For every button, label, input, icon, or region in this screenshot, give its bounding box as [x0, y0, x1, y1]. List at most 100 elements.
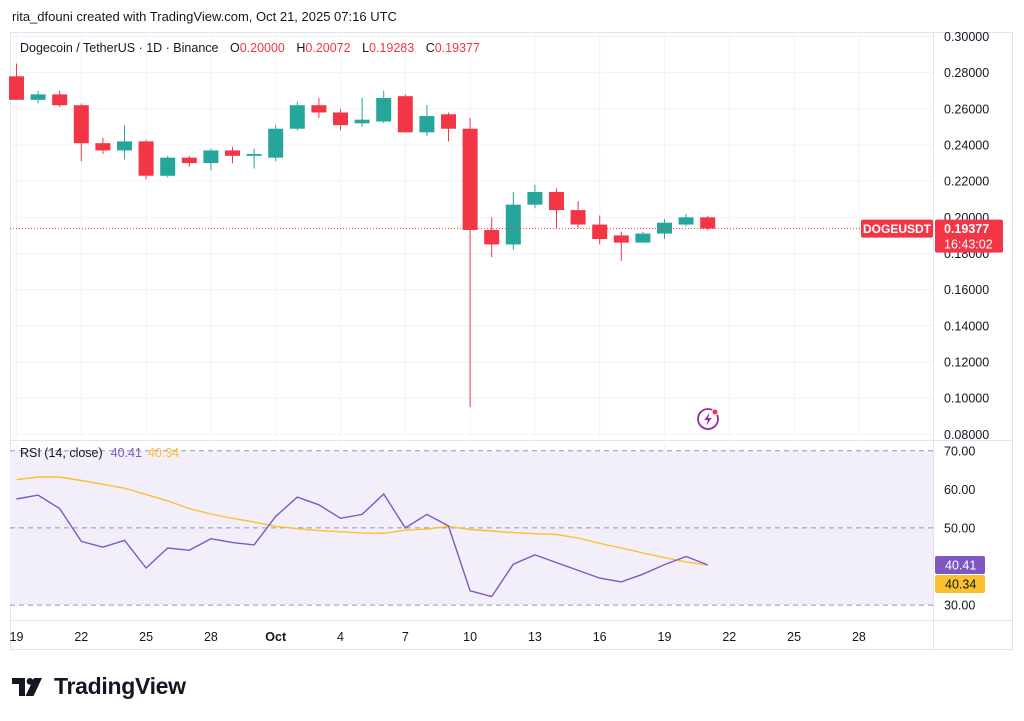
- close-label: C: [425, 41, 435, 55]
- rsi-name[interactable]: RSI (14, close): [20, 446, 103, 460]
- tradingview-brand[interactable]: TradingView: [12, 673, 186, 700]
- time-tick-label: 22: [74, 630, 88, 644]
- candles[interactable]: [9, 63, 933, 408]
- price-tick-label: 0.10000: [944, 392, 989, 406]
- rsi-legend-value: 40.41: [110, 446, 142, 460]
- time-tick-label: 25: [787, 630, 801, 644]
- candle-body: [376, 97, 392, 122]
- rsi-tick-label: 30.00: [944, 599, 975, 613]
- price-tick-label: 0.28000: [944, 66, 989, 80]
- candle-body: [678, 217, 694, 225]
- time-tick-label: 28: [204, 630, 218, 644]
- rsi-tick-label: 50.00: [944, 521, 975, 535]
- candle-body: [419, 116, 435, 133]
- countdown-text: 16:43:02: [944, 238, 993, 252]
- candle-body: [549, 192, 564, 211]
- time-tick-label: 16: [593, 630, 607, 644]
- time-tick-label: 28: [852, 630, 866, 644]
- price-tick-label: 0.22000: [944, 175, 989, 189]
- price-tag-text: 0.19377: [944, 222, 989, 236]
- candle-body: [484, 229, 500, 245]
- rsi-ma-line: [16, 476, 708, 566]
- rsi-ma-badge-bg: [935, 575, 985, 593]
- candle-body: [117, 141, 132, 151]
- candle-body: [311, 105, 327, 113]
- candle-body: [203, 150, 219, 164]
- time-tick-label: 25: [139, 630, 153, 644]
- price-tick-label: 0.24000: [944, 139, 989, 153]
- candle-body: [95, 143, 111, 151]
- high-value: 0.20072: [305, 41, 351, 55]
- price-tag: [935, 219, 1003, 253]
- low-label: L: [362, 41, 370, 55]
- rsi-legend: RSI (14, close) 40.41 40.34: [20, 446, 179, 460]
- candle-body: [73, 105, 89, 144]
- high-label: H: [296, 41, 306, 55]
- time-tick-label: 7: [402, 630, 409, 644]
- candle-body: [635, 233, 651, 243]
- price-tick-label: 0.12000: [944, 355, 989, 369]
- brand-name: TradingView: [54, 673, 186, 699]
- rsi-value-badge: 40.41: [935, 556, 985, 574]
- time-tick-label: 13: [528, 630, 542, 644]
- candle-body: [592, 224, 608, 240]
- rsi-line: [16, 492, 708, 598]
- open-label: O: [229, 41, 240, 55]
- tradingview-logo-icon: [12, 677, 42, 696]
- time-tick-label: 10: [463, 630, 477, 644]
- symbol-legend: Dogecoin / TetherUS · 1D · Binance O0.20…: [20, 41, 480, 55]
- candle-body: [441, 114, 456, 129]
- rsi-lines: [16, 476, 708, 598]
- candle-body: [160, 157, 176, 176]
- candle-body: [52, 94, 68, 106]
- time-tick-label: 19: [10, 630, 24, 644]
- rsi-band: [10, 450, 933, 606]
- candle-body: [570, 210, 586, 225]
- last-price-badge: DOGEUSDT 0.19377 16:43:02: [861, 219, 1003, 253]
- time-tick-label: 4: [337, 630, 344, 644]
- rsi-ma-value-badge: 40.34: [935, 575, 985, 593]
- low-value: 0.19283: [369, 41, 415, 55]
- time-tick-label: 19: [658, 630, 672, 644]
- open-value: 0.20000: [239, 41, 285, 55]
- candle-body: [613, 235, 629, 243]
- chart-frame: [10, 32, 1013, 650]
- grid: [10, 32, 1013, 650]
- price-tick-label: 0.30000: [944, 30, 989, 44]
- chart-attribution: rita_dfouni created with TradingView.com…: [12, 9, 397, 24]
- candle-body: [333, 112, 348, 126]
- candle-body: [9, 76, 24, 100]
- price-tick-label: 0.16000: [944, 283, 989, 297]
- candle-body: [268, 128, 284, 158]
- candle-body: [527, 192, 543, 205]
- rsi-ma-legend-value: 40.34: [147, 446, 180, 460]
- rsi-badge-text: 40.41: [945, 559, 976, 573]
- price-badges: DOGEUSDT 0.19377 16:43:02 40.41 40.34: [861, 219, 1003, 593]
- candle-body: [225, 150, 240, 156]
- candle-body: [700, 217, 716, 229]
- candle-body: [181, 157, 197, 164]
- candle-body: [505, 204, 521, 245]
- time-tick-label: Oct: [265, 630, 287, 644]
- candle-body: [138, 141, 154, 176]
- price-tick-label: 0.14000: [944, 319, 989, 333]
- symbol-name[interactable]: Dogecoin / TetherUS · 1D · Binance: [20, 41, 219, 55]
- time-tick-label: 22: [722, 630, 736, 644]
- rsi-tick-label: 60.00: [944, 483, 975, 497]
- symbol-tag-text: DOGEUSDT: [863, 222, 932, 236]
- rsi-badge-bg: [935, 556, 985, 574]
- price-tick-label: 0.08000: [944, 428, 989, 442]
- candle-body: [289, 105, 305, 129]
- rsi-ma-badge-text: 40.34: [945, 578, 976, 592]
- price-tick-label: 0.26000: [944, 102, 989, 116]
- close-value: 0.19377: [434, 41, 480, 55]
- candle-body: [30, 94, 46, 100]
- candle-body: [354, 119, 370, 124]
- rsi-tick-label: 70.00: [944, 444, 975, 458]
- candle-body: [462, 128, 478, 230]
- candle-body: [397, 96, 413, 133]
- candle-body: [246, 154, 262, 156]
- lightning-icon[interactable]: [696, 407, 720, 431]
- symbol-tag: [861, 219, 933, 238]
